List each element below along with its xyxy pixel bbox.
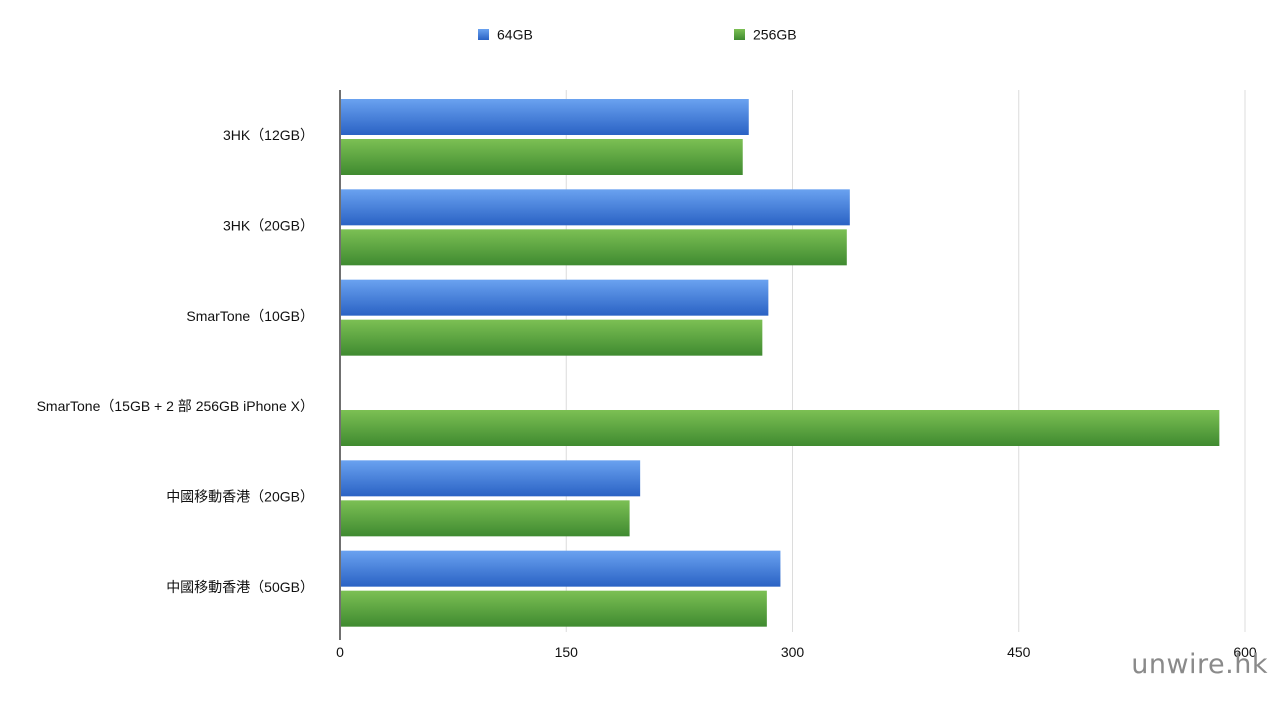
x-tick-label: 600: [1233, 644, 1257, 660]
bar-64gb: [341, 279, 769, 316]
x-axis-ticks: 0 150 300 450 600: [336, 644, 1257, 660]
x-tick-label: 450: [1007, 644, 1031, 660]
bar-256gb: [341, 500, 630, 537]
legend: 64GB 256GB: [478, 27, 797, 43]
bar-64gb: [341, 189, 850, 226]
legend-label: 256GB: [753, 27, 797, 43]
bar-256gb: [341, 139, 743, 175]
category-label: SmarTone（10GB）: [186, 308, 314, 324]
bar-64gb: [341, 460, 641, 497]
category-label: 中國移動香港（20GB）: [166, 489, 314, 505]
bars: [341, 99, 1220, 627]
x-tick-label: 150: [555, 644, 579, 660]
bar-64gb: [341, 550, 781, 587]
gridlines: [565, 90, 1246, 632]
x-tick-label: 0: [336, 644, 344, 660]
category-label: SmarTone（15GB + 2 部 256GB iPhone X）: [37, 398, 314, 414]
bar-256gb: [341, 410, 1220, 446]
legend-label: 64GB: [497, 27, 533, 43]
bar-64gb: [341, 99, 749, 135]
category-label: 3HK（12GB）: [223, 127, 314, 143]
legend-swatch-64gb: [478, 29, 489, 40]
category-label: 3HK（20GB）: [223, 218, 314, 234]
x-tick-label: 300: [781, 644, 805, 660]
category-labels: 3HK（12GB） 3HK（20GB） SmarTone（10GB） SmarTone…: [37, 127, 314, 595]
bar-256gb: [341, 319, 763, 356]
legend-swatch-256gb: [734, 29, 745, 40]
category-label: 中國移動香港（50GB）: [166, 579, 314, 595]
watermark: unwire.hk: [1131, 649, 1268, 680]
bar-256gb: [341, 229, 847, 266]
bar-256gb: [341, 590, 767, 627]
